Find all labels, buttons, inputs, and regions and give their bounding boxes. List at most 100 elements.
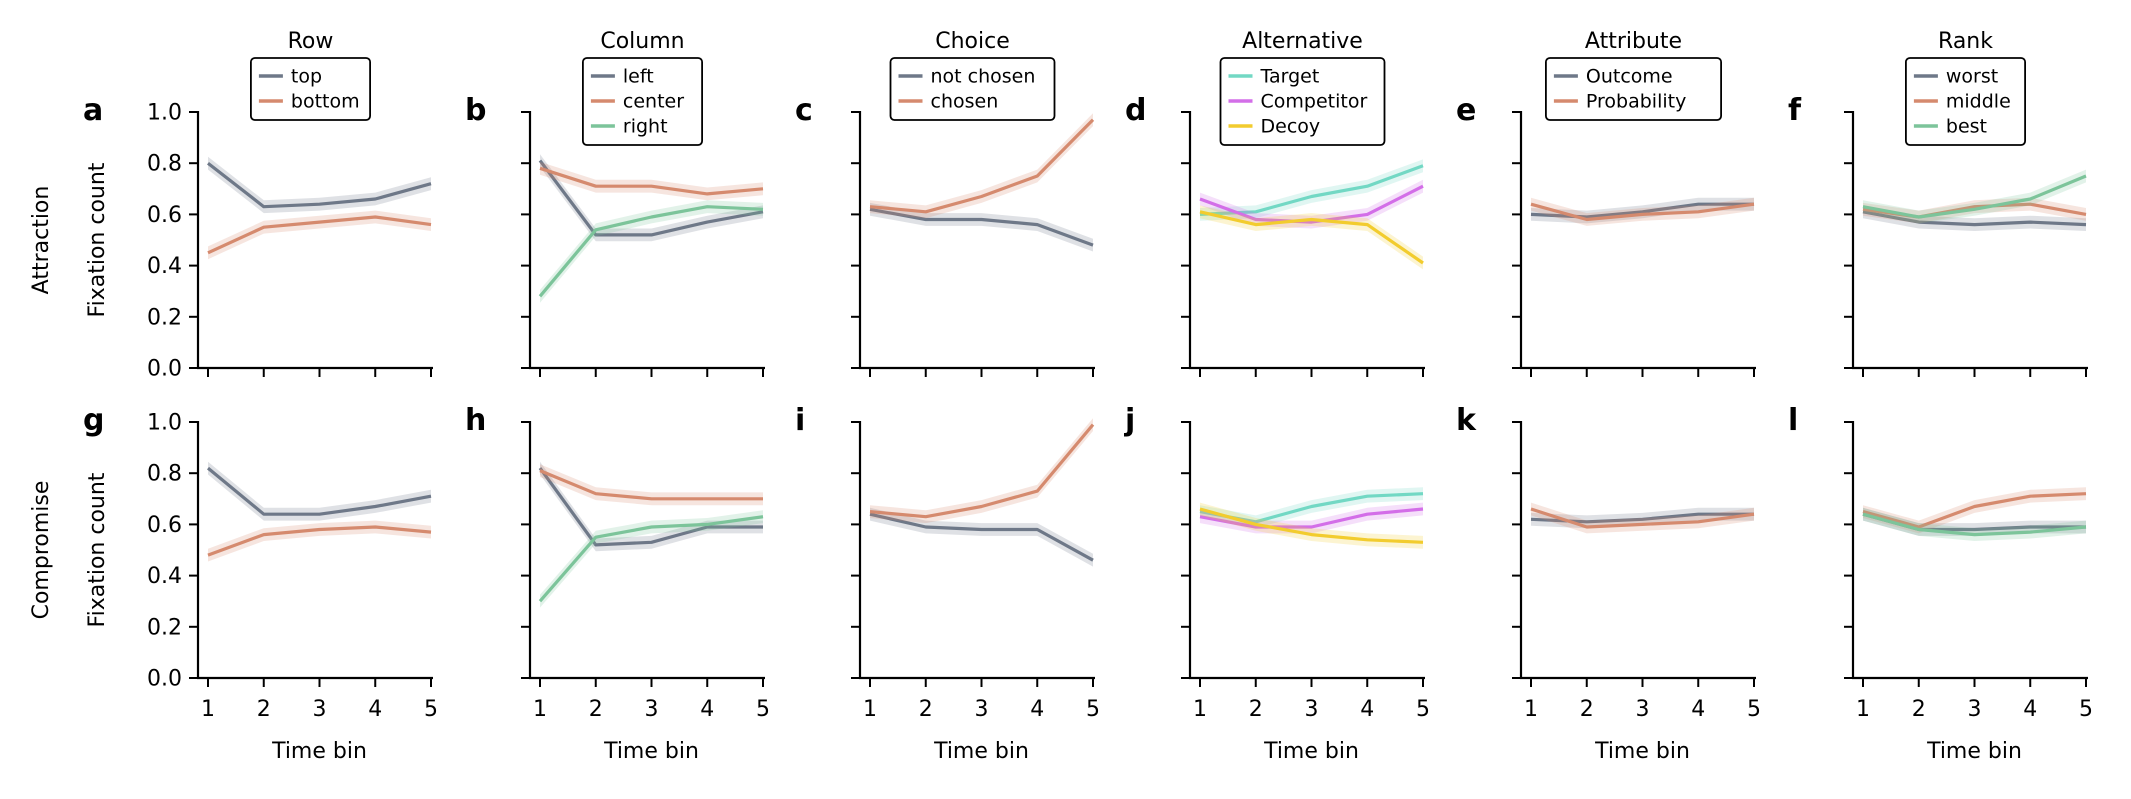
x-tick-label: 5 (424, 697, 438, 722)
panel-letter: a (83, 93, 103, 128)
legend-label: Target (1260, 66, 1320, 88)
series-line-middle (1862, 492, 2087, 529)
panel: e (1456, 93, 1756, 377)
legend: worst middle best (1905, 57, 2027, 146)
x-tick-label: 4 (1691, 697, 1705, 722)
y-tick-label: 0.2 (147, 305, 182, 330)
series-line-best (1862, 512, 2087, 537)
series-line-top (206, 466, 432, 516)
legend-label: top (291, 66, 322, 88)
legend-label: best (1946, 116, 1987, 138)
legend-box (249, 57, 371, 121)
y-tick-label: 0.2 (147, 615, 182, 640)
x-tick-label: 5 (2079, 697, 2093, 722)
panel: b (465, 93, 765, 377)
series-line-worst (1862, 210, 2087, 227)
legend-box (1545, 57, 1723, 121)
series-line-chosen (869, 118, 1095, 214)
legend-label: Competitor (1261, 91, 1368, 113)
x-tick-label: 3 (645, 697, 659, 722)
column-title: Choice (935, 29, 1010, 54)
series-line-not-chosen (869, 207, 1094, 247)
series-line-bottom (207, 215, 432, 255)
panel-letter: j (1124, 403, 1135, 438)
series-band-right (540, 510, 763, 608)
panel: c (795, 93, 1095, 377)
y-tick-label: 0.4 (147, 564, 182, 589)
x-tick-label: 4 (1360, 697, 1374, 722)
series-band-decoy (1200, 205, 1423, 270)
y-tick-label: 1.0 (147, 411, 182, 436)
series-line-probability (1530, 507, 1755, 529)
series-band-best (1863, 169, 2086, 224)
series-band-right (540, 200, 763, 303)
column-choice: Choice not chosen chosen c i 1 2 3 4 5 Time bin (795, 29, 1100, 764)
legend-label: Outcome (1586, 66, 1673, 88)
series-line-chosen (869, 423, 1095, 519)
series-line-left (538, 159, 764, 237)
legend-label: Probability (1586, 91, 1686, 113)
x-tick-label: 4 (368, 697, 382, 722)
panel: d (1125, 93, 1425, 377)
legend-label: right (623, 116, 668, 138)
x-tick-label: 2 (589, 697, 603, 722)
panel: h 1 2 3 4 5 Time bin (465, 403, 770, 764)
y-tick-label: 0.6 (147, 513, 182, 538)
panel: g 0.0 0.2 0.4 0.6 0.8 1.0 1 2 3 4 5 Fixation count Co… (29, 403, 438, 764)
series-line-right (538, 205, 764, 298)
x-tick-label: 2 (1580, 697, 1594, 722)
panel: l 1 2 3 4 5 Time bin (1788, 403, 2093, 764)
column-column: Column left center right b h 1 2 3 4 5 Time bin (465, 29, 770, 764)
column-title: Rank (1938, 29, 1993, 54)
x-tick-label: 1 (533, 697, 547, 722)
column-attribute: Attribute Outcome Probability e k 1 2 3 4 5 Time b… (1456, 29, 1761, 764)
x-tick-label: 2 (1912, 697, 1926, 722)
x-tick-label: 1 (1856, 697, 1870, 722)
x-tick-label: 1 (201, 697, 215, 722)
x-tick-label: 4 (2023, 697, 2037, 722)
y-tick-label: 0.6 (147, 203, 182, 228)
x-tick-label: 3 (1968, 697, 1982, 722)
series-line-left (538, 467, 763, 547)
series-band-chosen (870, 113, 1093, 219)
series-band-left (540, 154, 763, 242)
panel-letter: c (795, 93, 813, 128)
x-tick-label: 1 (1193, 697, 1207, 722)
legend-label: bottom (291, 91, 360, 113)
x-tick-label: 5 (756, 697, 770, 722)
series-line-outcome (1530, 202, 1754, 219)
y-tick-label: 0.0 (147, 357, 182, 382)
panel-letter: l (1788, 403, 1798, 438)
series-band-bottom (208, 210, 431, 260)
x-tick-label: 2 (1249, 697, 1263, 722)
x-axis-label: Time bin (603, 739, 699, 764)
panel: j 1 2 3 4 5 Time bin (1124, 403, 1430, 764)
y-tick-label: 0.8 (147, 462, 182, 487)
series-line-right (538, 515, 764, 603)
y-tick-label: 0.4 (147, 254, 182, 279)
x-tick-label: 3 (313, 697, 327, 722)
series-band-not-chosen (870, 507, 1093, 567)
legend-box (1905, 57, 2027, 146)
series-band-top (208, 461, 431, 521)
panel-letter: k (1456, 403, 1477, 438)
series-band-not-chosen (870, 202, 1093, 252)
series-line-decoy (1199, 210, 1424, 265)
series-band-chosen (870, 418, 1093, 524)
series-line-best (1862, 174, 2087, 219)
column-alternative: Alternative Target Competitor Decoy d j 1 2 3 4 5 T… (1124, 29, 1430, 764)
column-rank: Rank worst middle best f l 1 2 3 4 5 Time bin (1788, 29, 2093, 764)
x-tick-label: 3 (1636, 697, 1650, 722)
x-axis-label: Time bin (933, 739, 1029, 764)
column-row: Row top bottom a 0.0 0.2 0.4 0.6 0.8 1.0 Fixation … (29, 29, 438, 764)
legend-label: Decoy (1261, 116, 1321, 138)
series-line-top (207, 161, 432, 209)
column-title: Attribute (1585, 29, 1682, 54)
panel: a 0.0 0.2 0.4 0.6 0.8 1.0 Fixation count Attract… (29, 93, 433, 382)
y-tick-label: 0.8 (147, 152, 182, 177)
series-line-not-chosen (869, 512, 1094, 562)
legend-box (1219, 57, 1386, 146)
legend-label: middle (1946, 91, 2011, 113)
x-tick-label: 2 (257, 697, 271, 722)
column-title: Row (288, 29, 334, 54)
